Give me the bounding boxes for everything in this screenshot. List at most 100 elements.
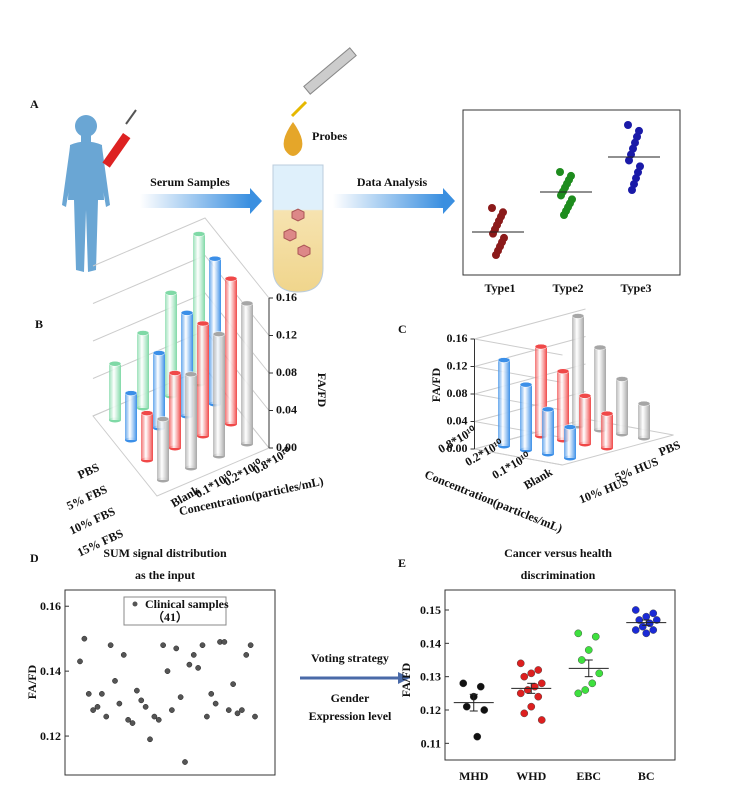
title: discrimination [521, 568, 596, 582]
point [230, 681, 236, 687]
bar [557, 371, 569, 440]
point [190, 652, 197, 658]
probes-label: Probes [312, 129, 347, 143]
bar-top [224, 275, 238, 282]
point [527, 702, 536, 711]
bar-top [556, 368, 570, 374]
row-label: PBS [75, 460, 101, 482]
point [642, 612, 651, 621]
particles [283, 208, 311, 258]
bar-top [571, 313, 585, 319]
point [186, 661, 193, 668]
point [81, 635, 88, 642]
legend-label: Clinical samples [145, 597, 229, 611]
point [160, 642, 166, 649]
point [462, 702, 471, 711]
plot-frame [444, 589, 676, 761]
bar [638, 403, 650, 438]
point [520, 672, 529, 681]
point [638, 622, 647, 631]
arrow-head [398, 672, 410, 684]
bar-top [156, 416, 170, 422]
arrow-label: Data Analysis [357, 175, 428, 189]
bar [165, 292, 177, 396]
bar [601, 413, 613, 448]
bar-top [240, 300, 254, 307]
grid-line [92, 217, 270, 299]
column-label: Blank [521, 465, 555, 493]
y-tick-label: 0.13 [420, 670, 441, 684]
dot [557, 191, 565, 200]
y-tick-label: 0.15 [420, 603, 441, 617]
y-tick-label: 0.12 [40, 729, 61, 743]
bar-top [124, 390, 138, 396]
panel-letter: B [35, 317, 43, 331]
title: SUM signal distribution [103, 546, 227, 560]
tube [272, 164, 324, 293]
point [195, 665, 201, 671]
point [247, 642, 254, 649]
y-tick-label: 0.14 [420, 636, 441, 650]
point [212, 700, 219, 707]
bar-top [196, 320, 210, 327]
point [234, 710, 241, 717]
bar [241, 303, 253, 444]
y-tick-label: 0.11 [421, 736, 441, 750]
legend-dot [132, 601, 138, 607]
z-tick-label: 0.00 [447, 441, 468, 455]
dot [488, 204, 496, 212]
bar [185, 374, 197, 468]
point [530, 682, 539, 691]
bar-top [563, 424, 577, 430]
point [480, 706, 489, 714]
bar-top [140, 410, 154, 416]
pipette [290, 47, 357, 118]
z-tick-label: 0.16 [276, 290, 297, 304]
bar-top [180, 310, 194, 316]
droplet [283, 122, 303, 156]
point [221, 639, 228, 645]
point [631, 606, 640, 614]
bar [564, 427, 576, 458]
category-label: Type2 [552, 281, 583, 295]
row-label: 5% HUS [613, 454, 661, 484]
bar-top [615, 376, 629, 382]
point [252, 713, 258, 720]
title: Cancer versus health [504, 546, 612, 560]
z-tick-label: 0.12 [276, 328, 297, 342]
y-axis-label: FA/FD [399, 662, 413, 697]
point [134, 687, 140, 694]
y-tick-label: 0.16 [40, 599, 61, 613]
point [537, 679, 546, 688]
point [177, 694, 184, 700]
dot [625, 156, 633, 165]
point [520, 709, 529, 718]
bar [616, 379, 628, 434]
point [588, 679, 597, 688]
point [85, 691, 92, 697]
syringe [102, 109, 137, 168]
point [138, 697, 145, 704]
title: as the input [135, 568, 195, 582]
point [584, 646, 593, 654]
x-tick-label: MHD [459, 769, 489, 783]
grid-line [474, 308, 586, 356]
bar-top [600, 410, 614, 417]
point [182, 759, 188, 765]
point [243, 652, 250, 658]
bar-top [497, 357, 511, 363]
bar [141, 413, 153, 460]
point [577, 656, 586, 664]
bar-top [184, 371, 198, 377]
y-axis-label: FA/FD [25, 664, 39, 699]
bar-top [152, 350, 166, 356]
arrow [140, 194, 250, 208]
point [516, 689, 525, 698]
point [649, 626, 658, 634]
panel-letter: E [398, 556, 406, 570]
annotation: Gender [331, 691, 370, 705]
person [62, 115, 110, 272]
point [595, 669, 604, 678]
point [129, 720, 136, 726]
